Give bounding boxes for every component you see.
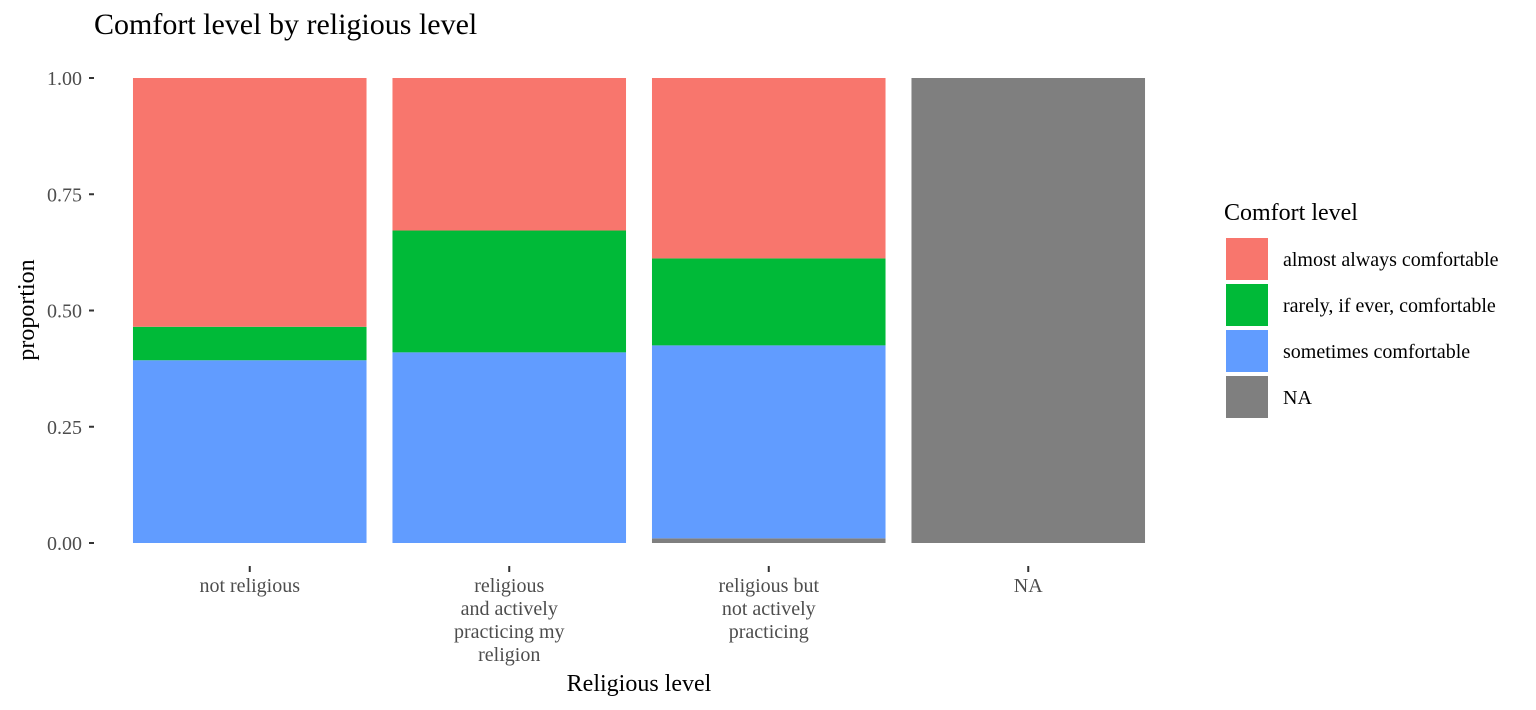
bar-segment bbox=[132, 78, 367, 327]
x-tick-label-line: practicing my bbox=[454, 621, 565, 643]
legend-label: sometimes comfortable bbox=[1283, 341, 1470, 363]
y-axis: 0.00 0.25 0.50 0.75 1.00 bbox=[47, 68, 94, 555]
x-tick-label-line: and actively bbox=[461, 598, 558, 620]
legend-key bbox=[1226, 238, 1268, 280]
bars-group bbox=[132, 78, 1146, 543]
legend: Comfort level almost always comfortable r… bbox=[1224, 200, 1499, 418]
bar-segment bbox=[392, 230, 627, 353]
x-tick-label: religious but not actively practicing bbox=[718, 575, 819, 643]
x-tick-label-line: religious but bbox=[718, 575, 819, 597]
x-tick-label-line: religious bbox=[474, 575, 544, 597]
legend-label: rarely, if ever, comfortable bbox=[1283, 295, 1496, 317]
x-axis-title: Religious level bbox=[567, 671, 712, 697]
x-tick-label-line: NA bbox=[1014, 575, 1043, 597]
bar-segment bbox=[651, 258, 886, 346]
y-tick-label: 0.75 bbox=[47, 184, 82, 206]
x-tick-label: not religious bbox=[199, 575, 300, 597]
x-tick-label-line: practicing bbox=[729, 621, 809, 643]
legend-label: NA bbox=[1283, 387, 1312, 409]
bar-segment bbox=[132, 360, 367, 543]
x-tick-label: religious and actively practicing my religi… bbox=[454, 575, 565, 666]
bar-segment bbox=[651, 78, 886, 259]
x-tick-label: NA bbox=[1014, 575, 1043, 597]
bar-segment bbox=[911, 78, 1146, 543]
legend-key bbox=[1226, 284, 1268, 326]
legend-label: almost always comfortable bbox=[1283, 249, 1499, 271]
y-tick-label: 1.00 bbox=[47, 68, 82, 90]
y-tick-label: 0.50 bbox=[47, 301, 82, 323]
x-tick-label-line: not actively bbox=[722, 598, 816, 620]
y-axis-title: proportion bbox=[14, 259, 40, 360]
legend-title: Comfort level bbox=[1224, 200, 1358, 226]
legend-key bbox=[1226, 330, 1268, 372]
y-tick-label: 0.00 bbox=[47, 533, 82, 555]
x-tick-label-line: religion bbox=[478, 644, 540, 666]
bar-segment bbox=[132, 326, 367, 361]
bar-segment bbox=[651, 345, 886, 539]
bar-segment bbox=[651, 538, 886, 543]
legend-key bbox=[1226, 376, 1268, 418]
x-axis: not religious religious and actively practi… bbox=[199, 566, 1043, 666]
chart-title: Comfort level by religious level bbox=[94, 8, 477, 41]
bar-segment bbox=[392, 352, 627, 543]
x-tick-label-line: not religious bbox=[199, 575, 300, 597]
y-tick-label: 0.25 bbox=[47, 417, 82, 439]
bar-segment bbox=[392, 78, 627, 231]
